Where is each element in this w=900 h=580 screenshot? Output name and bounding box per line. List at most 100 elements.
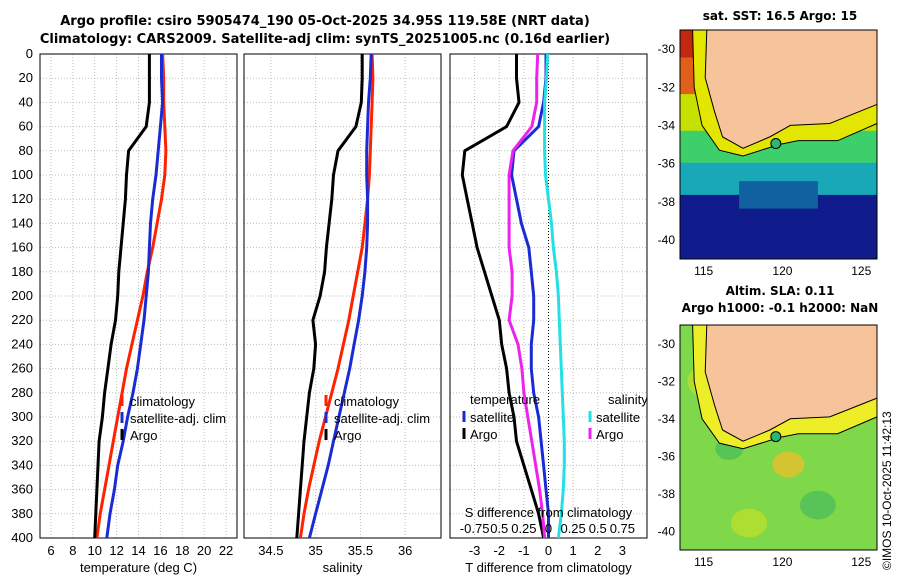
legend-label: satellite bbox=[596, 410, 640, 425]
legend-label: climatology bbox=[130, 394, 196, 409]
y-tick-label: 300 bbox=[11, 409, 33, 424]
lat-tick-label: -36 bbox=[658, 157, 676, 171]
lat-tick-label: -32 bbox=[658, 80, 676, 94]
sla-anomaly-blob bbox=[799, 490, 836, 520]
x-tick-label: -1 bbox=[518, 543, 530, 558]
y-tick-label: 0 bbox=[26, 46, 33, 61]
lon-tick-label: 115 bbox=[694, 264, 713, 278]
series-argo bbox=[295, 54, 364, 539]
sst-band bbox=[739, 181, 818, 209]
axes-frame-1 bbox=[39, 53, 238, 539]
legend-title-temperature: temperature bbox=[470, 392, 540, 407]
y-tick-label: 260 bbox=[11, 361, 33, 376]
x-tick-label: 18 bbox=[175, 543, 189, 558]
lat-tick-label: -38 bbox=[658, 195, 676, 209]
s-tick-label: 0.75 bbox=[610, 521, 635, 536]
x-tick-label: 8 bbox=[69, 543, 76, 558]
sla-map-frame bbox=[679, 324, 878, 551]
series-t-satellite bbox=[510, 54, 550, 538]
x-tick-label: -2 bbox=[493, 543, 505, 558]
legend-label: satellite-adj. clim bbox=[334, 411, 430, 426]
x-tick-label: 0 bbox=[545, 543, 552, 558]
legend-label: satellite-adj. clim bbox=[130, 411, 226, 426]
legend-title-salinity: salinity bbox=[608, 392, 648, 407]
lon-tick-label: 125 bbox=[851, 555, 871, 569]
series-s-argo bbox=[507, 53, 547, 539]
y-tick-label: 140 bbox=[11, 215, 33, 230]
sst-map-title: sat. SST: 16.5 Argo: 15 bbox=[702, 9, 858, 23]
series-s-satellite bbox=[543, 53, 566, 539]
s-tick-label: 0.5 bbox=[589, 521, 607, 536]
x-tick-label: 10 bbox=[87, 543, 101, 558]
x-tick-label: 20 bbox=[197, 543, 211, 558]
y-tick-label: 380 bbox=[11, 506, 33, 521]
lon-tick-label: 115 bbox=[694, 555, 713, 569]
x-tick-label: 35 bbox=[308, 543, 322, 558]
lat-tick-label: -30 bbox=[658, 42, 676, 56]
y-tick-label: 180 bbox=[11, 264, 33, 279]
figure-title-line1: Argo profile: csiro 5905474_190 05-Oct-2… bbox=[60, 14, 590, 29]
y-tick-label: 100 bbox=[11, 167, 33, 182]
y-tick-label: 40 bbox=[19, 94, 33, 109]
legend-label: satellite bbox=[470, 410, 514, 425]
argo-position-marker bbox=[770, 431, 782, 443]
lat-tick-label: -38 bbox=[658, 487, 676, 501]
lat-tick-label: -40 bbox=[658, 524, 676, 538]
sla-anomaly-blob bbox=[772, 451, 805, 478]
y-tick-label: 220 bbox=[11, 312, 33, 327]
lat-tick-label: -34 bbox=[658, 412, 676, 426]
series-climatology bbox=[95, 53, 168, 539]
axes-frame-2 bbox=[243, 53, 442, 539]
lat-tick-label: -36 bbox=[658, 449, 676, 463]
x-tick-label: 35.5 bbox=[348, 543, 373, 558]
s-tick-label: 0.5 bbox=[490, 521, 508, 536]
x-axis-label: temperature (deg C) bbox=[80, 560, 197, 575]
sla-anomaly-blob bbox=[730, 508, 767, 538]
x-axis-label: salinity bbox=[323, 560, 363, 575]
series-satellite-adj-clim bbox=[105, 54, 165, 539]
y-tick-label: 240 bbox=[11, 336, 33, 351]
y-tick-label: 120 bbox=[11, 191, 33, 206]
lon-tick-label: 125 bbox=[851, 264, 871, 278]
x-tick-label: 16 bbox=[153, 543, 167, 558]
y-tick-label: 60 bbox=[19, 119, 33, 134]
legend-label: Argo bbox=[130, 428, 157, 443]
series-argo bbox=[93, 54, 151, 539]
y-tick-label: 20 bbox=[19, 70, 33, 85]
x-tick-label: 6 bbox=[47, 543, 54, 558]
x-tick-label: 12 bbox=[109, 543, 123, 558]
s-tick-label: -0.75 bbox=[460, 521, 490, 536]
y-tick-label: 80 bbox=[19, 143, 33, 158]
y-tick-label: 160 bbox=[11, 240, 33, 255]
x-tick-label: 34.5 bbox=[258, 543, 283, 558]
sla-map-title-line2: Argo h1000: -0.1 h2000: NaN bbox=[681, 301, 879, 315]
lon-tick-label: 120 bbox=[772, 555, 792, 569]
lat-tick-label: -30 bbox=[658, 337, 676, 351]
y-tick-label: 320 bbox=[11, 433, 33, 448]
x-tick-label: 2 bbox=[594, 543, 601, 558]
series-t-argo bbox=[460, 54, 546, 539]
series-climatology bbox=[298, 53, 375, 539]
y-tick-label: 340 bbox=[11, 457, 33, 472]
legend-label: Argo bbox=[596, 427, 623, 442]
s-tick-label: 0 bbox=[545, 521, 552, 536]
legend-label: climatology bbox=[334, 394, 400, 409]
sla-map-title-line1: Altim. SLA: 0.11 bbox=[725, 284, 835, 298]
legend-label: Argo bbox=[470, 427, 497, 442]
argo-position-marker bbox=[770, 138, 782, 150]
x-axis-label-salinity: S difference from climatology bbox=[465, 505, 633, 520]
sst-map-frame bbox=[679, 29, 878, 260]
y-tick-label: 200 bbox=[11, 288, 33, 303]
series-satellite-adj-clim bbox=[307, 53, 373, 539]
y-tick-label: 360 bbox=[11, 482, 33, 497]
y-tick-label: 400 bbox=[11, 530, 33, 545]
s-tick-label: 0.25 bbox=[511, 521, 536, 536]
lat-tick-label: -32 bbox=[658, 374, 676, 388]
lat-tick-label: -34 bbox=[658, 118, 676, 132]
y-tick-label: 280 bbox=[11, 385, 33, 400]
legend-label: Argo bbox=[334, 428, 361, 443]
x-axis-label: T difference from climatology bbox=[465, 560, 632, 575]
x-tick-label: 36 bbox=[398, 543, 412, 558]
x-tick-label: -3 bbox=[469, 543, 481, 558]
